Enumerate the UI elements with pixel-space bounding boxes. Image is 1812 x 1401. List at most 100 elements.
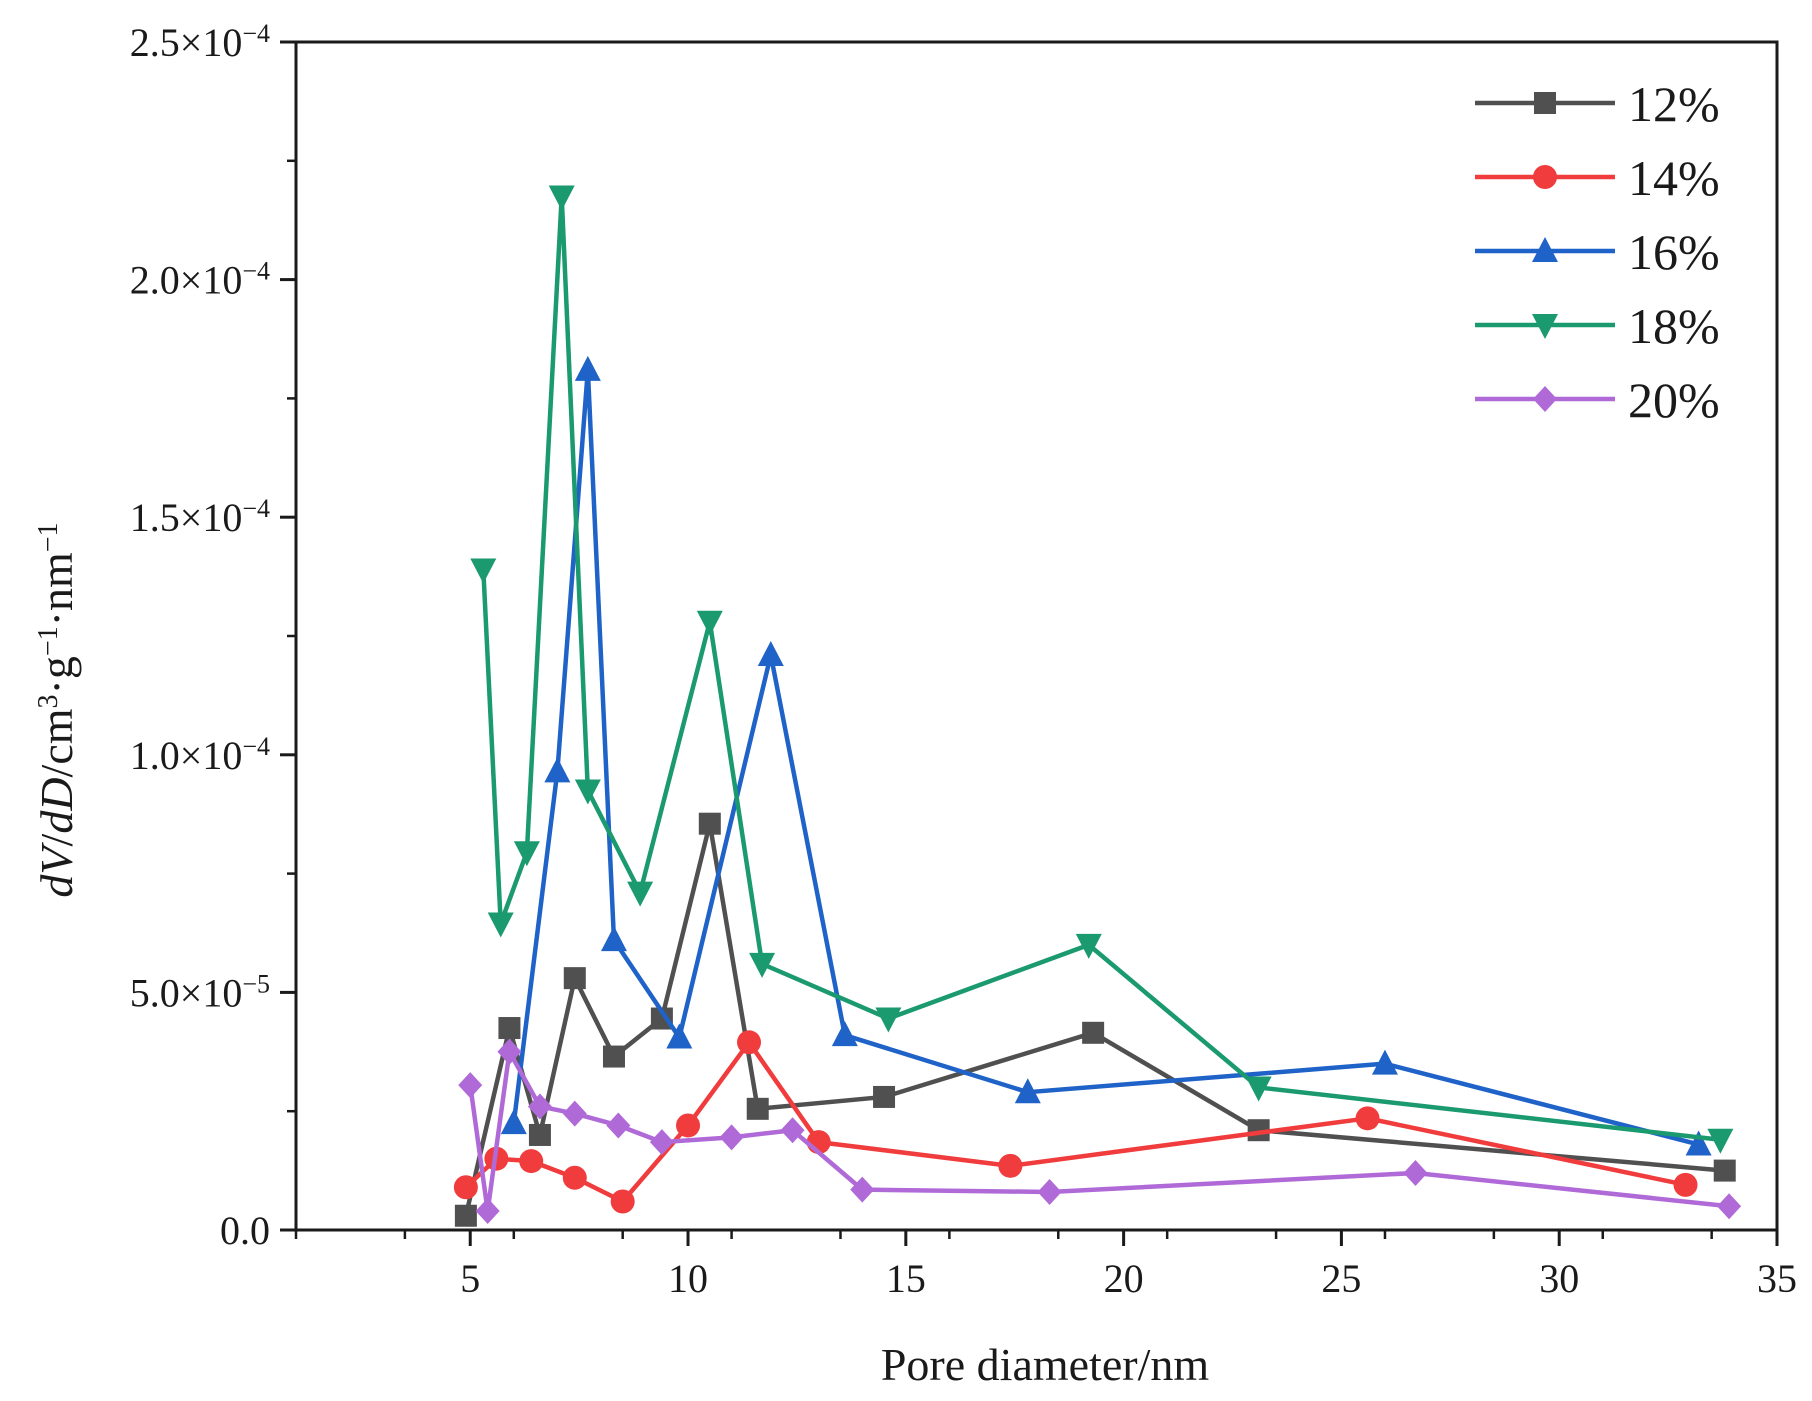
- data-point: [519, 1149, 544, 1174]
- data-point: [737, 1030, 762, 1055]
- data-point: [487, 912, 514, 938]
- data-point: [548, 185, 575, 211]
- data-point: [498, 1017, 521, 1040]
- data-point: [627, 881, 654, 907]
- data-point: [602, 1045, 625, 1068]
- legend-item: 16%: [1475, 224, 1720, 280]
- legend-item: 14%: [1475, 150, 1720, 206]
- data-point: [873, 1085, 896, 1108]
- data-point: [831, 1021, 858, 1047]
- series-line: [511, 367, 1700, 1147]
- data-point: [649, 1129, 674, 1156]
- y-tick-label: 2.0×10−4: [130, 256, 270, 303]
- series-16pct: [500, 355, 1712, 1156]
- data-point: [563, 967, 586, 990]
- y-axis-title-sup3: −1: [33, 522, 64, 552]
- data-point: [528, 1123, 551, 1146]
- y-axis-title-unit-mid2: ·nm: [31, 552, 82, 626]
- series-20pct: [458, 1038, 1742, 1224]
- data-point: [1075, 933, 1102, 959]
- series-12pct: [454, 812, 1736, 1227]
- series-line: [481, 194, 1721, 1142]
- x-tick-label: 25: [1321, 1256, 1361, 1301]
- data-point: [475, 1197, 500, 1224]
- y-axis-title-sup2: −1: [33, 626, 64, 656]
- data-point: [497, 1038, 522, 1065]
- data-point: [875, 1007, 902, 1033]
- x-tick-label: 15: [886, 1256, 926, 1301]
- data-point: [1355, 1106, 1380, 1131]
- data-point: [606, 1112, 631, 1139]
- data-point: [513, 841, 540, 867]
- legend-label: 18%: [1628, 298, 1720, 354]
- data-point: [666, 1023, 693, 1049]
- data-point: [610, 1189, 635, 1214]
- data-point: [1403, 1159, 1428, 1186]
- series-18pct: [470, 185, 1734, 1154]
- data-point: [1037, 1178, 1062, 1205]
- y-axis-title-unit: /cm: [31, 708, 82, 777]
- x-axis-title: Pore diameter/nm: [881, 1339, 1210, 1390]
- y-tick-label: 0.0: [220, 1208, 270, 1253]
- data-point: [1713, 1159, 1736, 1182]
- legend-label: 20%: [1628, 372, 1720, 428]
- data-point: [1245, 1076, 1272, 1102]
- data-point: [470, 558, 497, 584]
- legend-marker: [1532, 314, 1558, 339]
- series-14pct: [453, 1030, 1698, 1214]
- y-axis-title-unit-mid: ·g: [31, 656, 82, 694]
- series-line: [468, 1049, 1730, 1214]
- legend-item: 20%: [1475, 372, 1720, 428]
- x-tick-label: 10: [668, 1256, 708, 1301]
- data-point: [527, 1093, 552, 1120]
- data-point: [719, 1124, 744, 1151]
- x-axis: 5 10 15 20 25 30 35 Pore diameter/nm: [294, 1230, 1797, 1390]
- y-axis: 0.0 5.0×10−5 1.0×10−4 1.5×10−4 2.0×10−4 2.5×1…: [31, 19, 296, 1253]
- data-point: [574, 779, 601, 805]
- data-point: [746, 1097, 769, 1120]
- data-point: [998, 1153, 1023, 1178]
- data-point: [458, 1072, 483, 1099]
- data-point: [696, 610, 723, 636]
- data-point: [780, 1117, 805, 1144]
- data-point: [562, 1100, 587, 1127]
- data-point: [698, 812, 721, 835]
- data-point: [1673, 1172, 1698, 1197]
- y-axis-title-dd: dD: [31, 777, 82, 833]
- data-point: [600, 926, 627, 952]
- x-tick-label: 5: [460, 1256, 480, 1301]
- y-tick-label: 1.5×10−4: [130, 494, 270, 541]
- legend-marker: [1533, 165, 1557, 189]
- data-point: [574, 355, 601, 381]
- y-axis-title-dv: dV: [31, 842, 82, 898]
- data-point: [1717, 1193, 1742, 1220]
- legend-label: 14%: [1628, 150, 1720, 206]
- legend: 12% 14% 16% 18% 20%: [1475, 76, 1720, 428]
- data-point: [676, 1113, 701, 1138]
- x-tick-label: 35: [1757, 1256, 1797, 1301]
- x-tick-label: 20: [1104, 1256, 1144, 1301]
- series-layer: [453, 185, 1742, 1227]
- series-line: [463, 821, 1725, 1217]
- data-point: [850, 1176, 875, 1203]
- data-point: [1014, 1078, 1041, 1104]
- data-point: [1685, 1130, 1712, 1156]
- y-axis-title-sup1: 3: [33, 694, 64, 708]
- y-tick-label: 5.0×10−5: [130, 969, 270, 1016]
- y-tick-label: 2.5×10−4: [130, 19, 270, 66]
- data-point: [454, 1204, 477, 1227]
- data-point: [650, 1007, 673, 1030]
- data-point: [749, 952, 776, 978]
- data-point: [544, 757, 571, 783]
- data-point: [1371, 1049, 1398, 1075]
- x-tick-label: 30: [1539, 1256, 1579, 1301]
- data-point: [1082, 1021, 1105, 1044]
- legend-marker: [1534, 92, 1556, 114]
- data-point: [453, 1175, 478, 1200]
- legend-marker: [1533, 386, 1557, 412]
- data-point: [1707, 1128, 1734, 1154]
- data-point: [500, 1109, 527, 1135]
- data-point: [757, 641, 784, 667]
- legend-marker: [1532, 237, 1558, 262]
